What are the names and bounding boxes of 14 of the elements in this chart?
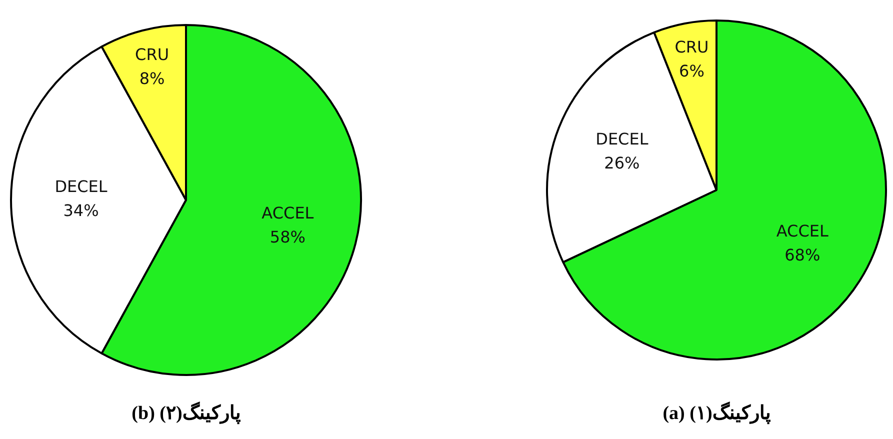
data-label: 58% xyxy=(270,227,306,246)
slice-label: CRU xyxy=(674,37,709,56)
data-label: 6% xyxy=(679,61,704,80)
slice-label: DECEL xyxy=(596,130,648,149)
data-label: 8% xyxy=(139,68,165,88)
slice-label: DECEL xyxy=(54,177,108,196)
slice-label: CRU xyxy=(135,44,170,64)
data-label: 26% xyxy=(604,154,640,173)
slice-label: ACCEL xyxy=(776,222,828,241)
data-label: 34% xyxy=(63,201,99,220)
slice-label: ACCEL xyxy=(262,203,314,222)
text: (a) پارکینگ(۱) xyxy=(662,401,772,425)
data-label: 68% xyxy=(784,246,820,265)
text: (b) پارکینگ(۲) xyxy=(130,401,242,425)
